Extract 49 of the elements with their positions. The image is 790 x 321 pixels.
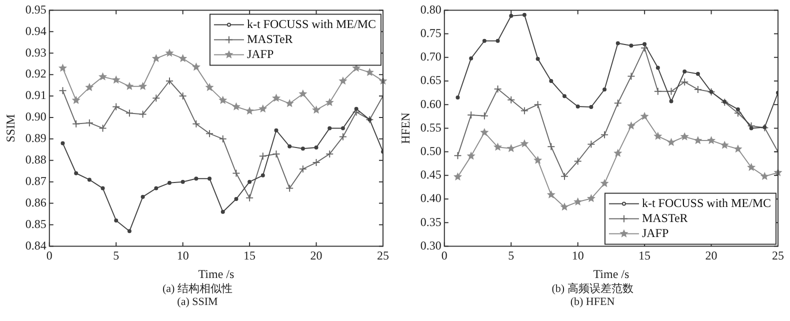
y-tick-label: 0.94 [25, 24, 46, 38]
legend-label: JAFP [642, 226, 669, 240]
y-tick-label: 0.40 [420, 191, 442, 206]
x-tick-label: 15 [244, 248, 256, 263]
y-tick-label: 0.91 [25, 88, 46, 102]
legend-label: MASTeR [246, 32, 293, 46]
y-tick-label: 0.90 [25, 110, 46, 124]
y-tick-label: 0.60 [420, 96, 442, 111]
y-tick-label: 0.45 [420, 168, 442, 182]
x-tick-label: 0 [441, 248, 448, 263]
x-tick-label: 20 [310, 248, 322, 263]
y-tick-label: 0.93 [25, 45, 46, 60]
y-tick-label: 0.95 [25, 2, 46, 16]
legend-label: MASTeR [642, 210, 688, 225]
x-tick-label: 25 [772, 248, 784, 263]
legend-label: k-t FOCUSS with ME/MC [246, 16, 376, 31]
y-tick-label: 0.30 [420, 238, 442, 252]
text: (b) HFEN [569, 296, 616, 309]
y-tick-label: 0.89 [25, 131, 46, 146]
y-tick-label: 0.70 [420, 50, 442, 64]
text: (b) 高频误差范数 [550, 283, 634, 296]
y-tick-label: 0.86 [25, 195, 46, 210]
y-axis-title: SSIM [3, 114, 18, 142]
x-axis-title: Time /s [198, 266, 234, 281]
y-tick-label: 0.84 [25, 238, 46, 252]
y-tick-label: 0.87 [25, 174, 46, 188]
y-tick-label: 0.50 [420, 144, 442, 158]
y-tick-label: 0.55 [420, 120, 442, 134]
x-tick-label: 25 [377, 248, 389, 263]
text: (a) SSIM [176, 296, 219, 309]
y-tick-label: 0.65 [420, 73, 442, 88]
y-tick-label: 0.85 [25, 216, 46, 231]
y-axis-title: HFEN [398, 112, 412, 144]
x-tick-label: 5 [113, 248, 120, 263]
legend-label: k-t FOCUSS with ME/MC [642, 196, 771, 210]
x-tick-label: 10 [572, 248, 584, 263]
y-tick-label: 0.92 [25, 66, 46, 81]
x-tick-label: 20 [705, 248, 718, 263]
x-axis-title: Time /s [593, 266, 630, 281]
x-tick-label: 15 [638, 248, 651, 263]
x-tick-label: 0 [46, 248, 52, 263]
y-tick-label: 0.80 [420, 2, 442, 16]
x-tick-label: 10 [176, 248, 189, 263]
y-tick-label: 0.75 [420, 26, 442, 40]
y-tick-label: 0.88 [25, 152, 46, 167]
x-tick-label: 5 [508, 248, 514, 263]
y-tick-label: 0.35 [420, 214, 442, 229]
legend-label: JAFP [246, 46, 274, 61]
text: (a) 结构相似性 [162, 283, 234, 296]
